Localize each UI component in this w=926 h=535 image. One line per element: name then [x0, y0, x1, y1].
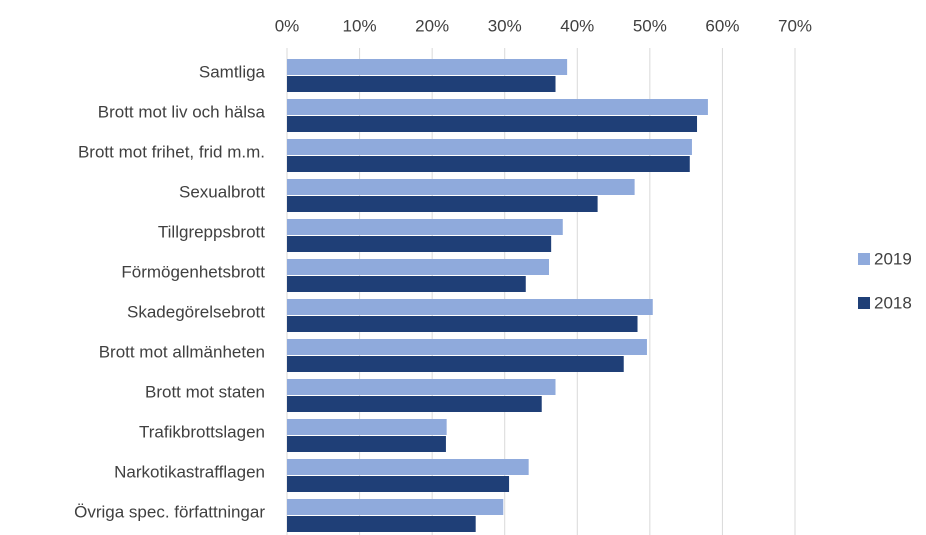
- bar: [287, 516, 476, 532]
- y-tick-label: Övriga spec. författningar: [74, 502, 265, 521]
- bar: [287, 396, 542, 412]
- y-tick-label: Trafikbrottslagen: [139, 422, 265, 441]
- bar: [287, 499, 504, 515]
- bar: [287, 476, 510, 492]
- y-tick-label: Samtliga: [199, 62, 266, 81]
- x-tick-label: 20%: [415, 16, 449, 35]
- bar: [287, 356, 624, 372]
- x-tick-label: 30%: [488, 16, 522, 35]
- y-tick-label: Skadegörelsebrott: [127, 302, 265, 321]
- bar: [287, 299, 653, 315]
- bar: [287, 179, 635, 195]
- y-tick-label: Brott mot allmänheten: [99, 342, 265, 361]
- x-tick-label: 70%: [778, 16, 812, 35]
- legend-label: 2019: [874, 249, 912, 268]
- bar: [287, 219, 563, 235]
- y-tick-label: Sexualbrott: [179, 182, 265, 201]
- y-tick-label: Brott mot liv och hälsa: [98, 102, 266, 121]
- bar: [287, 339, 647, 355]
- x-tick-label: 50%: [633, 16, 667, 35]
- x-tick-label: 10%: [343, 16, 377, 35]
- bar: [287, 436, 446, 452]
- bar: [287, 259, 549, 275]
- y-tick-label: Brott mot frihet, frid m.m.: [78, 142, 265, 161]
- bar: [287, 459, 529, 475]
- bar: [287, 116, 698, 132]
- legend-label: 2018: [874, 293, 912, 312]
- legend-swatch: [858, 253, 870, 265]
- x-tick-label: 60%: [705, 16, 739, 35]
- bar: [287, 99, 708, 115]
- x-tick-label: 40%: [560, 16, 594, 35]
- y-tick-label: Förmögenhetsbrott: [121, 262, 265, 281]
- bar: [287, 196, 598, 212]
- legend-swatch: [858, 297, 870, 309]
- x-tick-label: 0%: [275, 16, 300, 35]
- bar: [287, 139, 692, 155]
- y-tick-label: Narkotikastrafflagen: [114, 462, 265, 481]
- bar: [287, 379, 556, 395]
- bar: [287, 316, 638, 332]
- bar: [287, 276, 526, 292]
- bar: [287, 59, 568, 75]
- y-tick-label: Brott mot staten: [145, 382, 265, 401]
- bar: [287, 419, 447, 435]
- bar: [287, 236, 552, 252]
- y-tick-label: Tillgreppsbrott: [158, 222, 265, 241]
- bar: [287, 76, 556, 92]
- bar: [287, 156, 690, 172]
